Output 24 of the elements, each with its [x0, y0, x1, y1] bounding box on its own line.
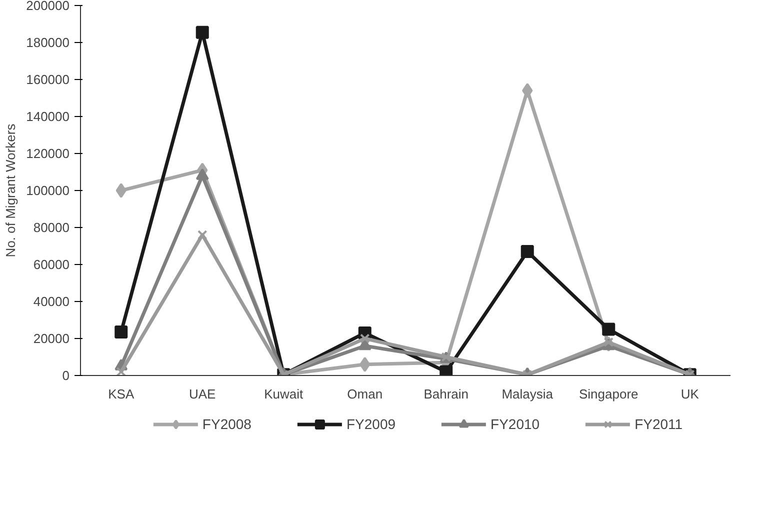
y-tick-label: 40000: [33, 294, 70, 309]
x-tick-label: Malaysia: [502, 386, 554, 402]
y-tick-label: 60000: [33, 257, 70, 272]
y-tick-label: 120000: [26, 146, 70, 161]
y-tick-label: 80000: [33, 220, 70, 235]
x-tick-label: UK: [680, 386, 700, 402]
y-tick-label: 20000: [33, 331, 70, 346]
x-tick-label: Singapore: [578, 386, 638, 402]
legend-label: FY2009: [346, 416, 396, 432]
x-tick-label: UAE: [189, 386, 216, 402]
x-tick-label: Bahrain: [424, 386, 469, 402]
legend-label: FY2011: [634, 416, 683, 432]
y-tick-label: 0: [62, 368, 70, 383]
y-tick-label: 160000: [26, 72, 70, 87]
y-tick-label: 100000: [26, 183, 70, 198]
x-tick-label: KSA: [108, 386, 134, 402]
y-tick-label: 180000: [26, 35, 70, 50]
x-tick-label: Oman: [347, 386, 383, 402]
legend-label: FY2008: [202, 416, 252, 432]
y-tick-label: 140000: [26, 109, 70, 124]
x-tick-label: Kuwait: [264, 386, 304, 402]
y-tick-label: 200000: [26, 0, 70, 13]
legend-label: FY2010: [490, 416, 540, 432]
y-axis-title: No. of Migrant Workers: [3, 123, 18, 258]
